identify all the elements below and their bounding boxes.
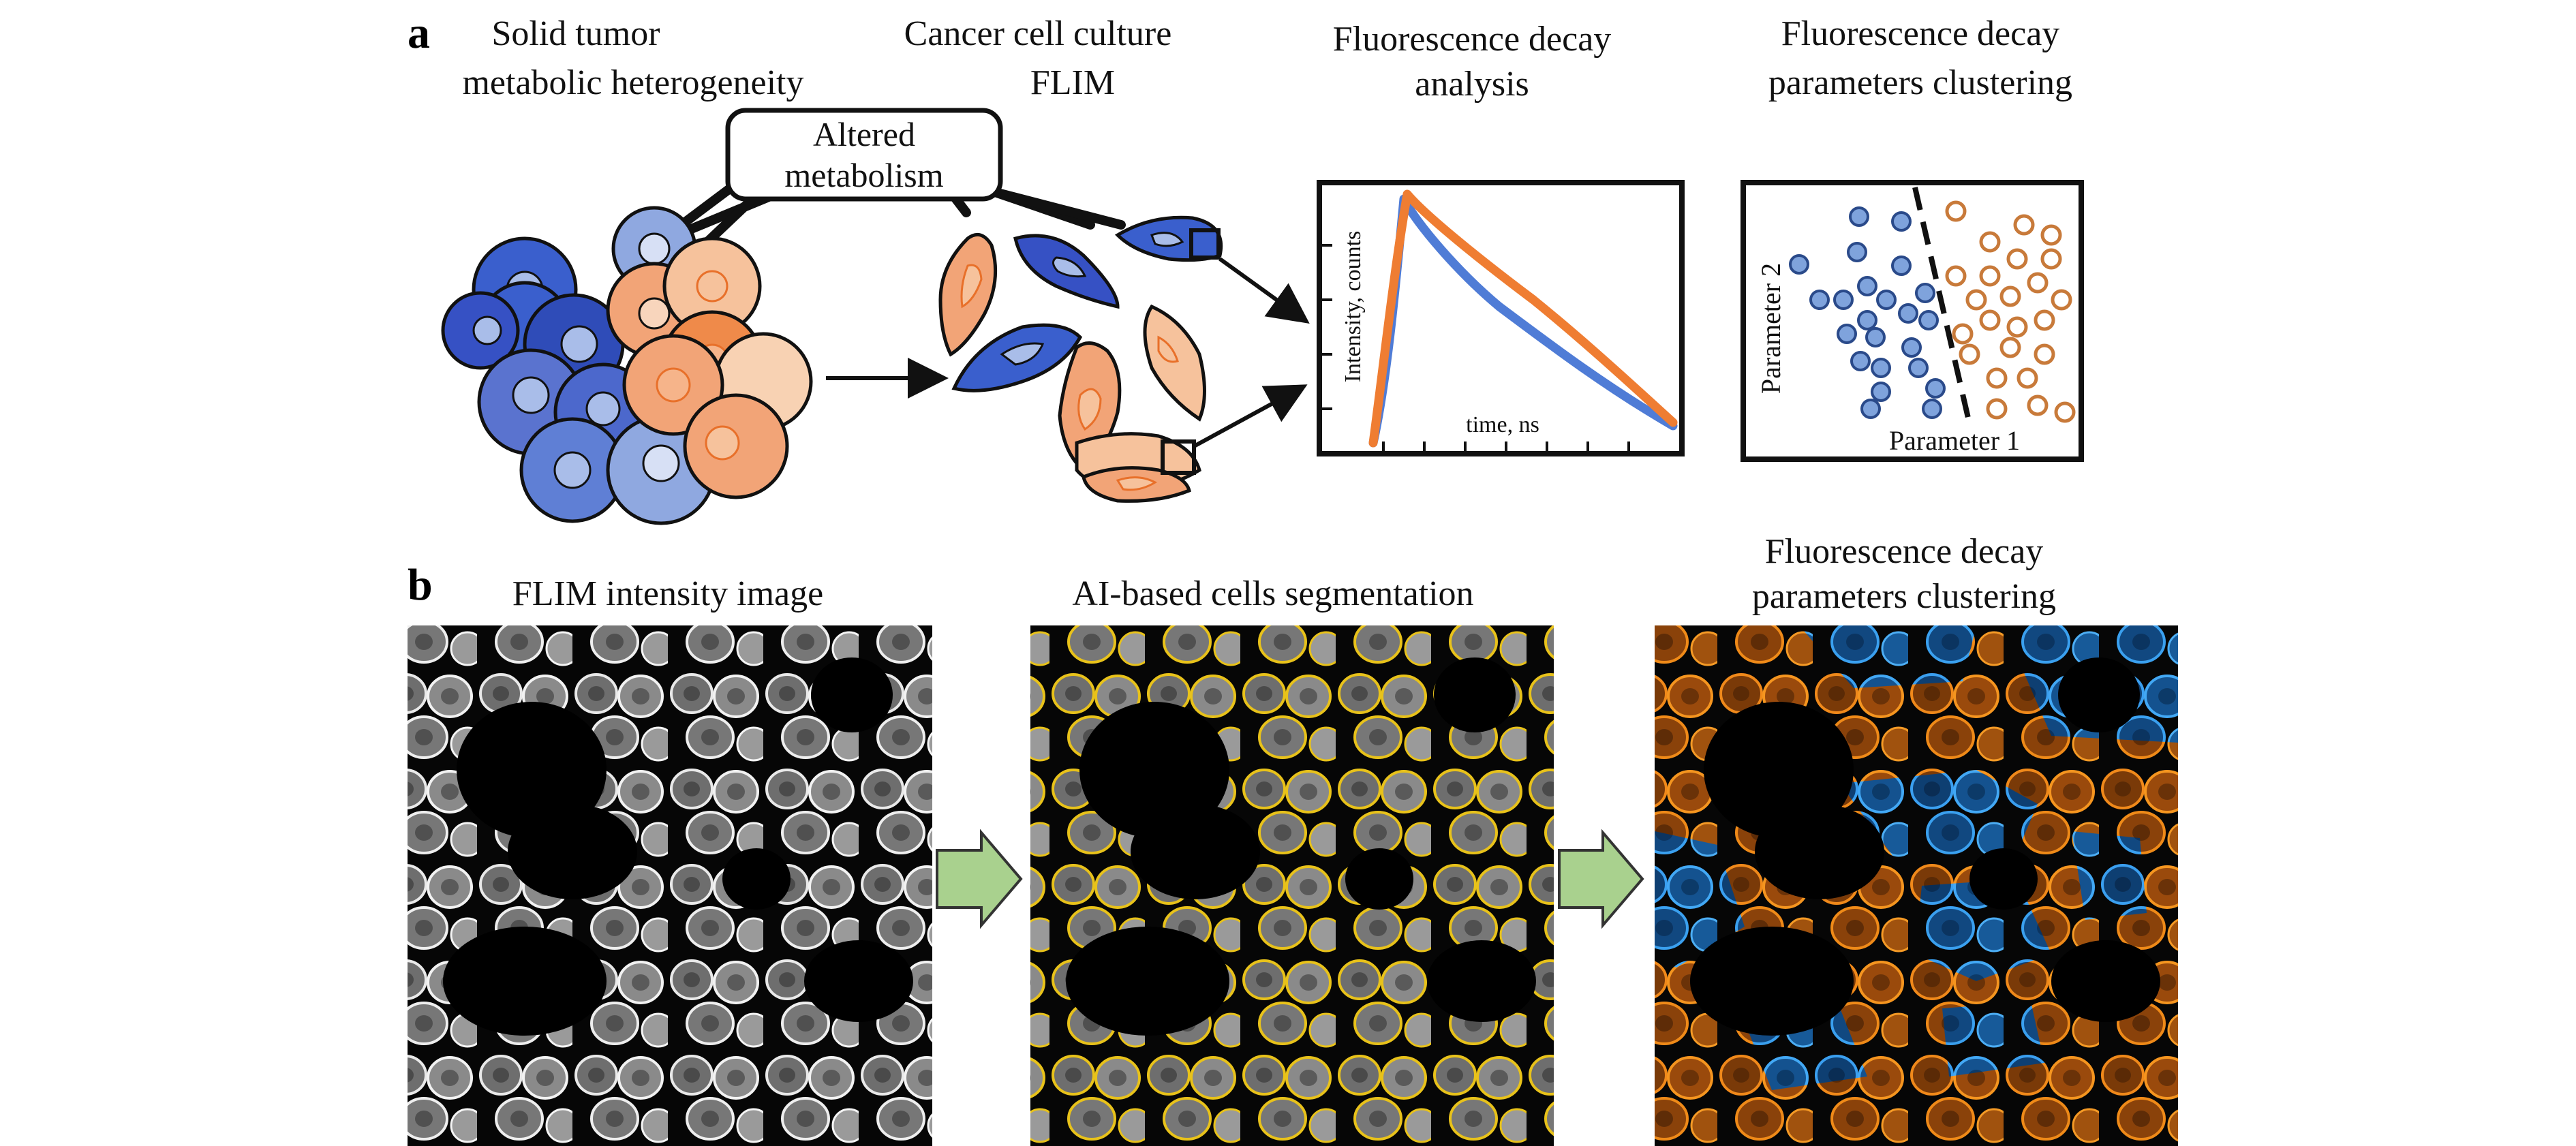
- cluster-point-orange: [1999, 337, 2021, 358]
- cluster-point-blue: [1908, 358, 1929, 378]
- cluster-plot: Parameter 2 Parameter 1: [1741, 180, 2084, 462]
- cluster-point-blue: [1809, 290, 1830, 310]
- image2-title: AI-based cells segmentation: [1072, 574, 1473, 613]
- roi-blue-arrow: [1218, 257, 1310, 324]
- cluster-point-blue: [1789, 254, 1809, 275]
- cluster-xlabel: Parameter 1: [1889, 425, 2020, 456]
- cluster-point-blue: [1922, 399, 1942, 419]
- cluster-point-orange: [1945, 265, 1967, 287]
- decay-ylabel: Intensity, counts: [1340, 231, 1366, 383]
- altered-box-line1: Altered: [813, 115, 915, 153]
- decay-title-line2: analysis: [1415, 65, 1529, 104]
- image1-title: FLIM intensity image: [512, 574, 823, 613]
- cluster-point-blue: [1857, 276, 1877, 296]
- cluster-point-blue: [1849, 206, 1869, 227]
- cluster-point-blue: [1833, 290, 1854, 310]
- cluster-point-orange: [1979, 231, 2001, 253]
- image3-title-line1: Fluorescence decay: [1765, 532, 2044, 571]
- cluster-point-blue: [1850, 351, 1871, 371]
- cluster-point-blue: [1865, 327, 1886, 347]
- cluster-point-blue: [1925, 378, 1946, 399]
- cluster-points-orange: [1945, 200, 2076, 423]
- green-arrow-2: [1558, 828, 1644, 929]
- culture-title-line2: FLIM: [1030, 63, 1115, 102]
- cluster-point-orange: [2051, 289, 2072, 311]
- flim-intensity-image: [408, 625, 932, 1146]
- cluster-point-orange: [1952, 323, 1974, 345]
- decay-xlabel: time, ns: [1466, 412, 1539, 437]
- cluster-point-orange: [2013, 214, 2035, 236]
- cluster-point-blue: [1857, 310, 1877, 330]
- cluster-point-blue: [1860, 399, 1881, 419]
- cluster-point-orange: [2017, 367, 2038, 389]
- decay-title-line1: Fluorescence decay: [1333, 20, 1612, 59]
- segmentation-image: [1030, 625, 1554, 1146]
- cluster-point-orange: [2027, 272, 2049, 294]
- cluster-divider: [1912, 187, 1972, 424]
- cluster-point-orange: [2006, 316, 2028, 338]
- culture-title: Cancer cell culture FLIM: [904, 14, 1172, 102]
- altered-box-line2: metabolism: [784, 156, 943, 194]
- cluster-point-orange: [1965, 289, 1987, 311]
- cluster-point-blue: [1918, 310, 1939, 330]
- cluster-point-orange: [2027, 394, 2049, 416]
- cluster-point-blue: [1871, 382, 1891, 402]
- cluster-point-blue: [1847, 242, 1867, 262]
- cluster-point-blue: [1898, 303, 1918, 324]
- decay-plot: Intensity, counts time, ns: [1317, 180, 1685, 456]
- cluster-point-orange: [1959, 343, 1980, 365]
- cluster-point-orange: [1979, 265, 2001, 287]
- cluster-ylabel: Parameter 2: [1755, 263, 1786, 394]
- empty-regions-1: [443, 657, 913, 1036]
- cluster-point-blue: [1891, 255, 1912, 276]
- tumor-title-line1: Solid tumor: [491, 14, 660, 53]
- cluster-title: Fluorescence decay parameters clustering: [1768, 14, 2072, 102]
- cell-culture: [938, 215, 1223, 503]
- clustering-image: [1655, 625, 2178, 1146]
- cluster-point-orange: [1986, 398, 2008, 420]
- roi-orange-arrow: [1193, 384, 1308, 448]
- cluster-points-blue: [1789, 206, 1946, 419]
- cluster-title-line2: parameters clustering: [1768, 63, 2072, 102]
- cluster-title-line1: Fluorescence decay: [1781, 14, 2060, 53]
- panel-a-label: a: [408, 8, 430, 58]
- cluster-point-blue: [1891, 211, 1912, 232]
- cluster-point-orange: [2040, 248, 2062, 270]
- cluster-point-orange: [2034, 309, 2055, 331]
- cluster-point-blue: [1901, 337, 1922, 358]
- tumor-cell-cluster: [441, 206, 813, 525]
- culture-title-line1: Cancer cell culture: [904, 14, 1172, 53]
- roi-box-blue: [1189, 228, 1221, 260]
- cluster-point-orange: [2034, 343, 2055, 365]
- cluster-point-orange: [1986, 367, 2008, 389]
- cluster-point-blue: [1876, 290, 1897, 310]
- image3-title-line2: parameters clustering: [1752, 577, 2056, 616]
- tumor-title-line2: metabolic heterogeneity: [462, 63, 803, 102]
- empty-regions-2: [1066, 657, 1536, 1036]
- roi-box-orange: [1161, 439, 1196, 475]
- cluster-point-orange: [1999, 285, 2021, 307]
- cluster-point-orange: [2054, 401, 2076, 423]
- cluster-point-orange: [1979, 309, 2001, 331]
- cluster-point-blue: [1837, 324, 1857, 344]
- decay-curve-orange: [1368, 189, 1678, 448]
- cluster-point-blue: [1915, 283, 1935, 303]
- decay-plot-ticks: [1322, 244, 1630, 451]
- panel-b-label: b: [408, 560, 433, 610]
- green-arrow-1: [936, 828, 1023, 929]
- cluster-point-orange: [1945, 200, 1967, 222]
- altered-metabolism-box: Altered metabolism: [725, 108, 1003, 202]
- cluster-point-orange: [2006, 248, 2028, 270]
- empty-regions-3: [1690, 657, 2160, 1036]
- tumor-title: Solid tumor metabolic heterogeneity: [462, 14, 803, 102]
- cluster-point-orange: [2040, 224, 2062, 246]
- cluster-point-blue: [1871, 358, 1891, 378]
- decay-title: Fluorescence decay analysis: [1333, 20, 1612, 104]
